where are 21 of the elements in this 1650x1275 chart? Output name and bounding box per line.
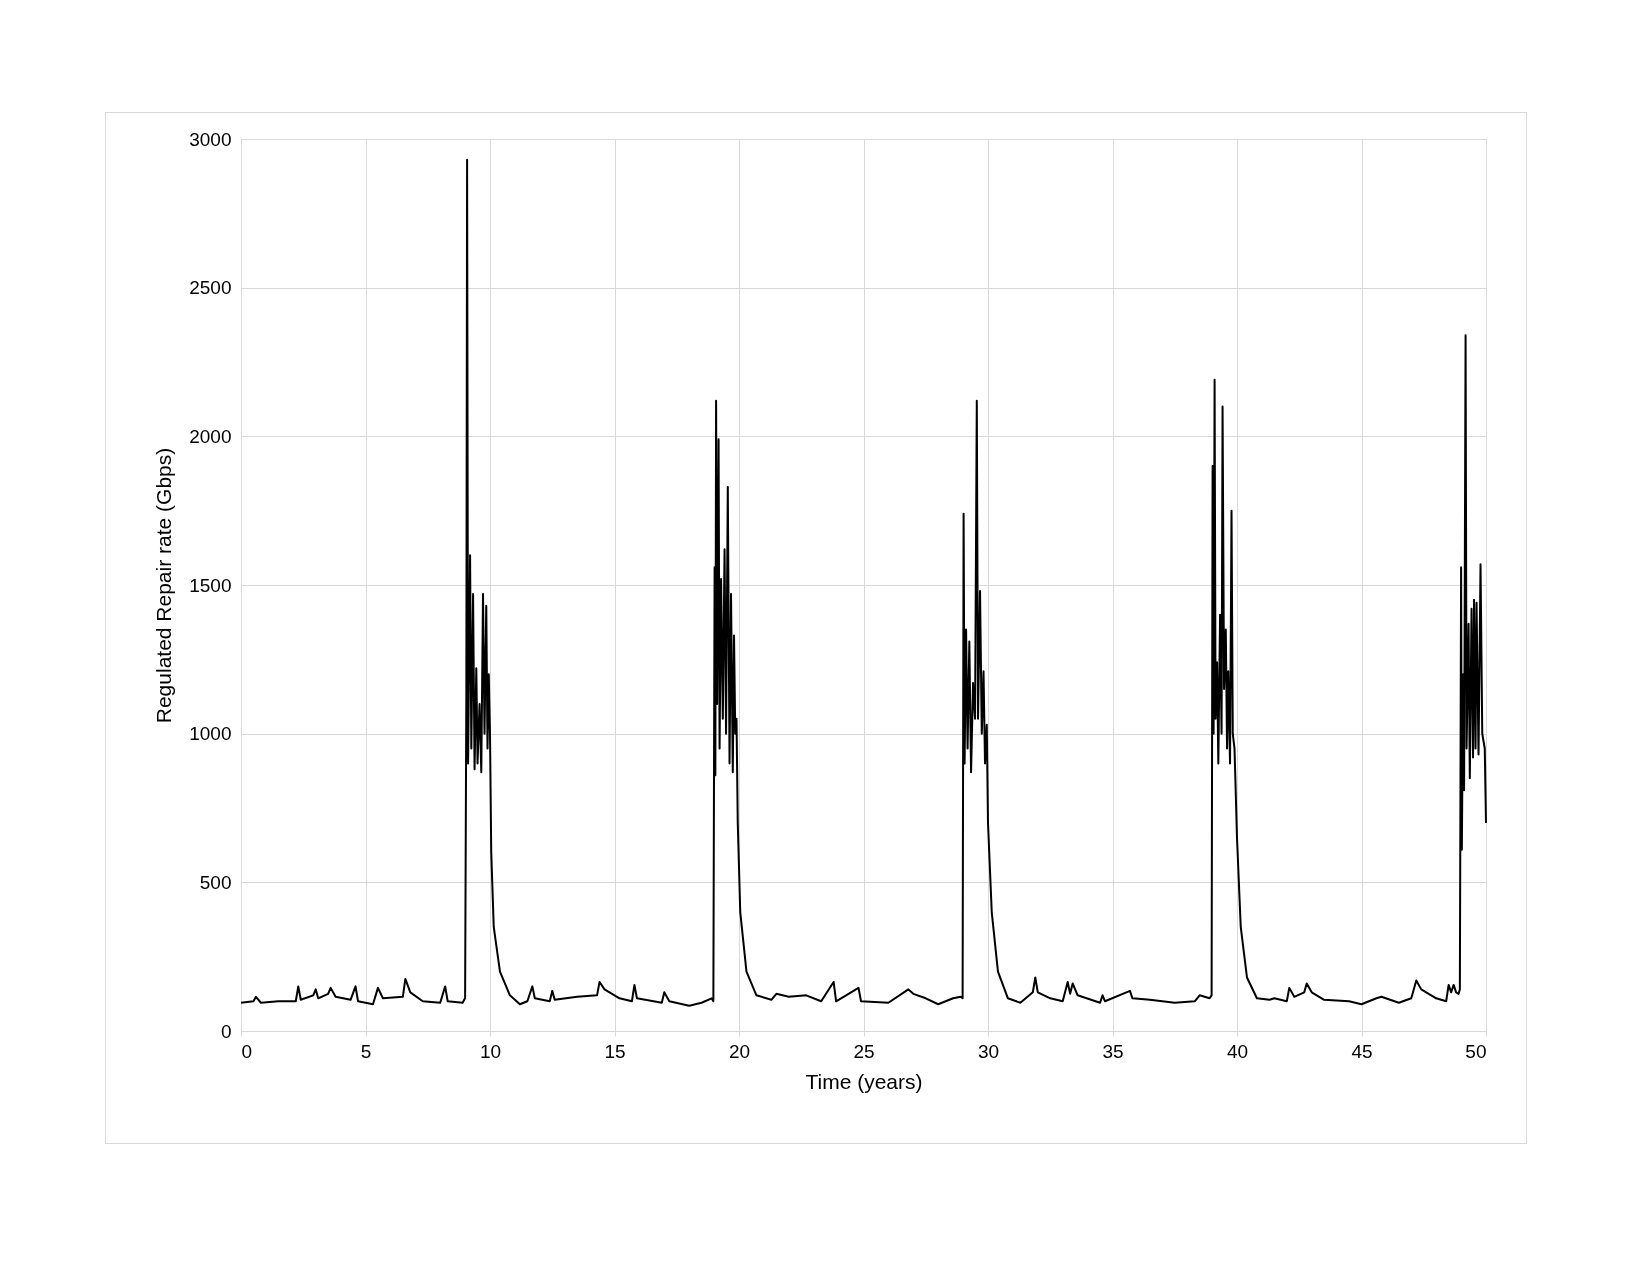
y-tick-label: 500	[199, 871, 232, 893]
x-axis-title: Time (years)	[805, 1069, 923, 1093]
x-tick-label: 20	[728, 1040, 751, 1062]
x-tick-label: 5	[360, 1040, 372, 1062]
x-tick-label: 30	[977, 1040, 1000, 1062]
x-tick-label: 50	[1465, 1040, 1487, 1062]
y-tick-label: 1000	[189, 723, 232, 745]
line-series	[240, 158, 1487, 1007]
x-tick-label: 10	[479, 1040, 502, 1062]
x-tick-label: 45	[1351, 1040, 1373, 1062]
x-tick-label: 25	[853, 1040, 875, 1062]
y-tick-label: 3000	[189, 128, 232, 150]
y-tick-label: 0	[220, 1020, 232, 1042]
y-axis-title: Regulated Repair rate (Gbps)	[152, 447, 176, 724]
x-tick-label: 15	[604, 1040, 626, 1062]
y-tick-label: 2500	[189, 277, 232, 299]
x-tick-label: 40	[1226, 1040, 1249, 1062]
y-tick-label: 2000	[189, 425, 232, 447]
x-tick-label: 0	[241, 1040, 253, 1062]
y-tick-label: 1500	[189, 574, 232, 596]
x-tick-label: 35	[1102, 1040, 1124, 1062]
